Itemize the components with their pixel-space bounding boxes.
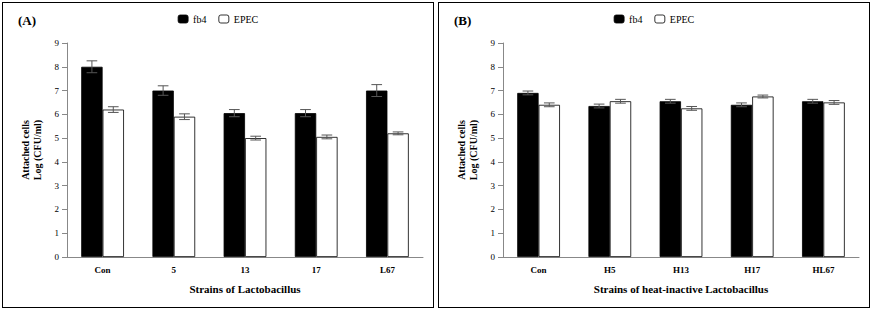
svg-text:L67: L67 — [380, 265, 396, 275]
svg-text:4: 4 — [55, 157, 60, 167]
svg-text:4: 4 — [491, 157, 496, 167]
svg-text:5: 5 — [491, 133, 496, 143]
svg-text:Con: Con — [531, 265, 547, 275]
svg-text:1: 1 — [491, 228, 496, 238]
svg-text:7: 7 — [491, 86, 496, 96]
svg-text:H13: H13 — [673, 265, 690, 275]
svg-text:2: 2 — [491, 204, 496, 214]
svg-text:(B): (B) — [454, 13, 471, 28]
svg-text:Attached cells: Attached cells — [456, 120, 467, 180]
svg-text:17: 17 — [312, 265, 322, 275]
svg-text:fb4: fb4 — [193, 14, 206, 25]
svg-text:3: 3 — [491, 181, 496, 191]
svg-text:13: 13 — [241, 265, 251, 275]
svg-text:Strains of Lactobacillus: Strains of Lactobacillus — [189, 283, 301, 295]
svg-text:H5: H5 — [604, 265, 616, 275]
svg-text:5: 5 — [172, 265, 177, 275]
svg-text:1: 1 — [55, 228, 60, 238]
svg-text:EPEC: EPEC — [670, 14, 695, 25]
svg-text:fb4: fb4 — [629, 14, 642, 25]
svg-text:6: 6 — [491, 109, 496, 119]
svg-text:0: 0 — [491, 252, 496, 262]
svg-text:Log (CFU/ml): Log (CFU/ml) — [468, 120, 480, 180]
svg-text:2: 2 — [55, 204, 60, 214]
svg-text:3: 3 — [55, 181, 60, 191]
svg-text:H17: H17 — [744, 265, 761, 275]
svg-text:8: 8 — [55, 62, 60, 72]
svg-text:9: 9 — [491, 38, 496, 48]
svg-text:EPEC: EPEC — [234, 14, 259, 25]
svg-text:Strains of heat-inactive Lacto: Strains of heat-inactive Lactobacillus — [594, 283, 769, 295]
svg-text:Con: Con — [95, 265, 111, 275]
svg-text:9: 9 — [55, 38, 60, 48]
svg-text:Log (CFU/ml): Log (CFU/ml) — [32, 120, 44, 180]
svg-text:0: 0 — [55, 252, 60, 262]
svg-text:6: 6 — [55, 109, 60, 119]
svg-text:7: 7 — [55, 86, 60, 96]
svg-text:(A): (A) — [18, 13, 36, 28]
svg-text:8: 8 — [491, 62, 496, 72]
svg-text:Attached cells: Attached cells — [20, 120, 31, 180]
svg-text:5: 5 — [55, 133, 60, 143]
svg-text:HL67: HL67 — [812, 265, 835, 275]
